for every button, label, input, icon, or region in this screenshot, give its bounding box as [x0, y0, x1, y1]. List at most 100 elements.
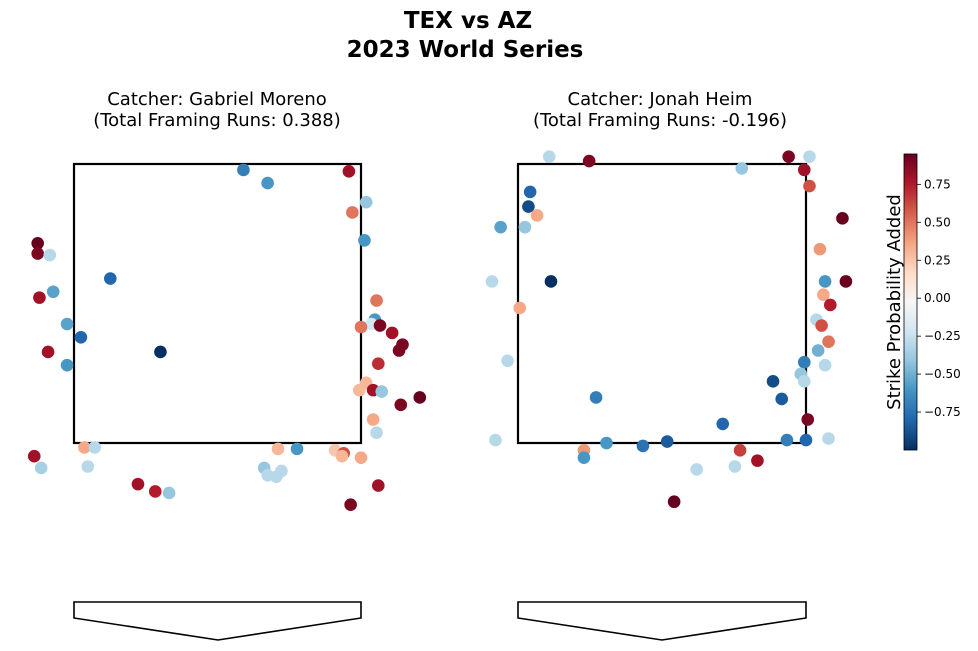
pitch-point — [358, 234, 371, 247]
pitch-point — [354, 451, 368, 464]
pitch-point — [370, 294, 383, 307]
colorbar-tick-label: −0.50 — [924, 367, 961, 381]
pitch-point — [366, 413, 380, 426]
pitch-point — [544, 275, 558, 288]
pitch-point — [667, 495, 681, 509]
pitch-point — [577, 451, 591, 464]
pitch-point — [413, 391, 427, 404]
pitch-point — [801, 413, 815, 426]
pitch-point — [797, 355, 811, 369]
pitch-point — [582, 154, 596, 168]
pitch-point — [636, 439, 650, 453]
pitch-point — [501, 354, 514, 368]
pitch-point — [290, 442, 304, 456]
colorbar: 0.75 0.50 0.25 0.00 −0.25 −0.50 −0.75 Strike P… — [884, 153, 961, 451]
pitch-point — [74, 330, 88, 344]
pitch-point — [359, 195, 373, 209]
colorbar-tick-label: 0.75 — [924, 177, 951, 191]
pitch-point — [823, 298, 837, 312]
pitch-point — [839, 275, 853, 288]
pitch-point — [782, 150, 795, 163]
pitch-point — [815, 319, 828, 332]
figure-title-line2: 2023 World Series — [347, 37, 584, 63]
pitch-point — [354, 320, 368, 334]
pitch-point — [385, 326, 399, 340]
pitch-point — [822, 335, 835, 348]
figure-title-line1: TEX vs AZ — [404, 8, 532, 34]
pitch-point — [728, 460, 742, 473]
pitch-point — [518, 220, 532, 234]
pitch-point — [803, 150, 816, 163]
pitch-point — [513, 301, 527, 315]
pitch-point — [766, 375, 780, 388]
strike-zone — [516, 162, 808, 445]
pitch-point — [352, 383, 366, 397]
pitch-point — [522, 200, 535, 213]
panel-subtitle-heim: (Total Framing Runs: -0.196) — [533, 110, 787, 131]
pitch-point — [485, 275, 499, 288]
pitch-point — [41, 345, 55, 359]
pitch-point — [780, 433, 794, 447]
pitch-point — [342, 165, 356, 178]
pitch-point — [60, 358, 74, 372]
pitch-point — [813, 242, 827, 256]
pitch-point — [811, 344, 825, 357]
scatter-panel-moreno — [27, 162, 427, 511]
pitch-point — [131, 477, 145, 491]
pitch-point — [81, 460, 95, 473]
colorbar-tick-label: 0.00 — [924, 291, 951, 305]
home-plate-heim — [517, 601, 807, 641]
pitch-point — [489, 433, 502, 447]
pitch-point — [817, 288, 830, 301]
pitch-point — [373, 319, 387, 332]
pitch-point — [371, 357, 385, 371]
pitch-point — [523, 185, 537, 199]
pitch-point — [34, 461, 48, 475]
pitch-point — [751, 454, 764, 467]
pitch-point — [716, 417, 730, 431]
pitch-point — [589, 391, 603, 404]
pitch-point — [31, 247, 44, 260]
pitch-point — [371, 479, 385, 492]
pitch-point — [60, 317, 74, 331]
pitch-point — [31, 236, 44, 250]
pitch-point — [733, 444, 747, 457]
strike-zone — [72, 162, 363, 445]
pitch-point — [237, 163, 250, 177]
pitch-point — [346, 206, 359, 219]
pitch-point — [542, 150, 556, 163]
panel-title-heim: Catcher: Jonah Heim — [568, 89, 753, 110]
pitch-point — [104, 272, 117, 285]
pitch-point — [88, 441, 102, 454]
pitch-point — [530, 209, 544, 222]
pitch-point — [600, 436, 613, 450]
pitch-point — [818, 358, 832, 372]
colorbar-tick-label: 0.25 — [924, 253, 951, 267]
pitch-point — [494, 220, 507, 234]
pitch-point — [775, 392, 789, 406]
pitch-point — [370, 426, 383, 440]
pitch-point — [690, 463, 703, 476]
pitch-point — [660, 435, 674, 448]
pitch-point — [33, 291, 46, 304]
pitch-point — [162, 486, 176, 500]
colorbar-gradient — [903, 153, 918, 451]
pitch-point — [261, 176, 274, 190]
colorbar-label: Strike Probability Added — [884, 194, 905, 410]
pitch-point — [394, 398, 408, 412]
colorbar-ticks: 0.75 0.50 0.25 0.00 −0.25 −0.50 −0.75 — [917, 177, 961, 419]
pitch-point — [392, 344, 406, 357]
panel-title-moreno: Catcher: Gabriel Moreno — [107, 89, 327, 110]
pitch-point — [797, 163, 811, 177]
pitch-point — [836, 212, 849, 225]
scatter-panel-heim — [485, 150, 853, 509]
pitch-point — [344, 498, 357, 511]
pitch-point — [335, 449, 349, 463]
pitch-point — [43, 248, 57, 262]
pitch-point — [803, 179, 816, 193]
pitch-point — [154, 345, 167, 359]
pitch-point — [78, 441, 91, 454]
pitch-point — [822, 432, 835, 445]
